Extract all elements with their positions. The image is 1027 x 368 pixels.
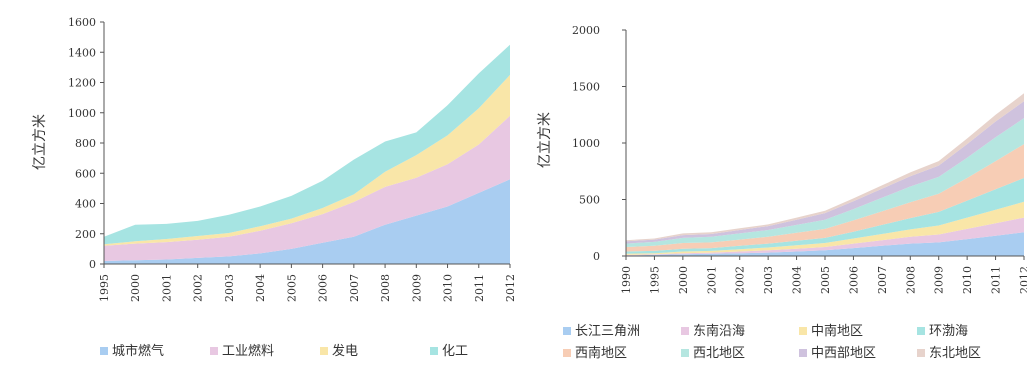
x-tick-label: 2010 [961,266,974,294]
legend-swatch-series-0 [563,327,571,335]
area-series-series-0 [104,179,510,264]
y-tick-label: 1400 [68,46,96,59]
x-tick-label: 1990 [620,266,633,294]
x-tick-label: 2009 [410,274,423,302]
y-tick-label: 1000 [572,137,600,150]
area-series-series-2 [104,74,510,246]
y-tick-label: 500 [579,194,600,207]
left-chart-usage-by-sector: 0 200 400 600 800 1000 1200 1400 1600 1995 2000 200… [32,16,517,359]
area-series-series-3 [626,178,1024,254]
x-tick-label: 2011 [990,266,1003,294]
legend-swatch-series-2 [799,327,807,335]
y-tick-label: 800 [75,137,96,150]
y-tick-label: 600 [75,167,96,180]
y-axis-title: 亿立方米 [537,112,553,168]
area-series-series-0 [626,232,1024,256]
area-series-series-1 [626,217,1024,256]
x-tick-label: 2004 [791,266,804,294]
x-tick-label: 2010 [442,274,455,302]
y-tick-label: 1600 [68,16,96,29]
legend-label-series-1: 工业燃料 [222,343,274,359]
legend-swatch-series-6 [799,349,807,357]
legend-swatch-series-4 [563,349,571,357]
area-series-series-2 [626,201,1024,255]
x-tick-label: 2001 [160,274,173,302]
x-tick-label: 2006 [317,274,330,302]
legend-swatch-series-2 [320,347,328,355]
y-tick-label: 200 [75,228,96,241]
x-tick-label: 2011 [473,274,486,302]
y-axis-title: 亿立方米 [32,114,48,170]
y-tick-label: 0 [89,258,96,271]
area-series-series-1 [104,115,510,261]
legend-label-series-0: 长江三角洲 [575,324,640,339]
legend-label-series-0: 城市燃气 [112,343,164,359]
legend-label-series-6: 中西部地区 [811,346,876,361]
x-tick-label: 2001 [705,266,718,294]
legend-label-series-3: 化工 [442,344,468,359]
legend-swatch-series-1 [210,347,218,355]
legend-swatch-series-3 [430,347,438,355]
legend-swatch-series-1 [681,327,689,335]
right-chart-usage-by-region: 0 500 1000 1500 2000 1990 1995 2000 2001 2002 2003… [537,24,1027,361]
x-tick-label: 2007 [348,274,361,302]
legend-label-series-4: 西南地区 [575,345,627,361]
x-tick-label: 2008 [904,266,917,294]
x-tick-label: 2004 [254,274,267,302]
legend-label-series-2: 中南地区 [811,323,863,339]
x-tick-label: 2002 [192,274,205,302]
legend-label-series-3: 环渤海 [929,323,968,339]
y-tick-label: 1200 [68,77,96,90]
x-tick-label: 2006 [847,266,860,294]
legend-label-series-5: 西北地区 [693,346,745,361]
x-tick-label: 2007 [876,266,889,294]
legend-label-series-2: 发电 [332,343,358,359]
legend-swatch-series-0 [100,347,108,355]
x-tick-label: 2000 [129,274,142,302]
area-series-series-4 [626,144,1024,252]
x-tick-label: 2012 [1018,266,1027,294]
legend-label-series-7: 东北地区 [929,346,981,361]
y-tick-label: 2000 [572,24,600,37]
legend-swatch-series-5 [681,349,689,357]
area-series-series-3 [104,44,510,245]
area-series-series-6 [626,101,1024,244]
x-tick-label: 2003 [223,274,236,302]
x-tick-label: 1995 [648,266,661,294]
x-tick-label: 2000 [677,266,690,294]
legend-swatch-series-7 [917,349,925,357]
y-tick-label: 0 [593,250,600,263]
x-tick-label: 2005 [819,266,832,294]
x-tick-label: 2008 [379,274,392,302]
x-tick-label: 1995 [98,274,111,302]
x-tick-label: 2009 [933,266,946,294]
x-tick-label: 2002 [734,266,747,294]
y-tick-label: 1000 [68,107,96,120]
x-tick-label: 2012 [504,274,517,302]
y-tick-label: 400 [75,198,96,211]
legend-label-series-1: 东南沿海 [693,323,745,339]
area-series-series-5 [626,118,1024,247]
x-tick-label: 2003 [762,266,775,294]
area-series-series-7 [626,93,1024,242]
legend-swatch-series-3 [917,327,925,335]
y-tick-label: 1500 [572,81,600,94]
x-tick-label: 2005 [285,274,298,302]
